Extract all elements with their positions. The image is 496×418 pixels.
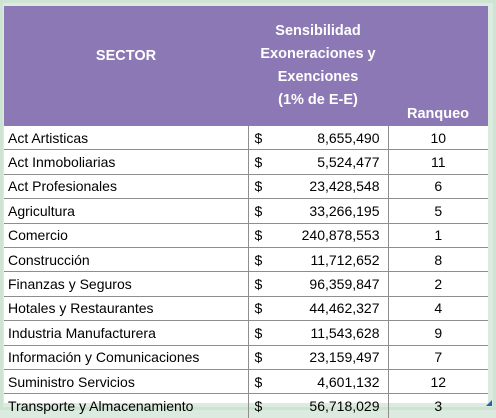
amount-cell: 44,462,327 bbox=[270, 296, 389, 322]
rank-cell: 5 bbox=[388, 198, 488, 224]
sector-sensitivity-table: SECTOR Sensibilidad Exoneraciones y Exen… bbox=[4, 6, 488, 418]
header-sensitivity-line-3: Exenciones bbox=[277, 69, 359, 85]
table-row: Información y Comunicaciones $ 23,159,49… bbox=[4, 345, 488, 370]
table-row: Act Inmoboliarias $ 5,524,477 11 bbox=[4, 149, 488, 175]
rank-cell: 7 bbox=[388, 345, 488, 370]
currency-cell: $ bbox=[248, 174, 270, 200]
sector-cell: Transporte y Almacenamiento bbox=[4, 393, 249, 418]
header-sensitivity-line-2: Exoneraciones y bbox=[260, 46, 376, 62]
sector-cell: Act Inmoboliarias bbox=[4, 149, 249, 175]
table-row: Act Profesionales $ 23,428,548 6 bbox=[4, 174, 488, 200]
header-sensitivity-line-1: Sensibilidad bbox=[275, 23, 361, 39]
sector-cell: Industria Manufacturera bbox=[4, 320, 249, 346]
rank-cell: 8 bbox=[388, 247, 488, 273]
currency-cell: $ bbox=[254, 397, 263, 414]
sector-cell: Información y Comunicaciones bbox=[4, 345, 249, 370]
currency-cell: $ bbox=[248, 198, 270, 224]
header-sector-label: SECTOR bbox=[95, 48, 157, 64]
rank-cell: 9 bbox=[388, 320, 488, 346]
amount-cell: 240,878,553 bbox=[270, 223, 389, 248]
amount-cell: 11,543,628 bbox=[270, 320, 389, 346]
table-row: Finanzas y Seguros $ 96,359,847 2 bbox=[4, 271, 488, 297]
table-row: Hotales y Restaurantes $ 44,462,327 4 bbox=[4, 296, 488, 322]
rank-cell: 12 bbox=[388, 369, 488, 395]
sector-cell: Act Artisticas bbox=[4, 126, 249, 151]
header-rank: Ranqueo bbox=[388, 6, 488, 126]
amount-cell: 8,655,490 bbox=[270, 126, 389, 151]
currency-cell: $ bbox=[248, 296, 270, 322]
header-sensitivity-line-4: (1% de E-E) bbox=[278, 92, 358, 108]
sector-cell: Finanzas y Seguros bbox=[4, 271, 249, 297]
table-body: Act Artisticas $ 8,655,490 10 Act Inmobo… bbox=[4, 126, 488, 418]
rank-cell: 10 bbox=[388, 126, 488, 151]
sector-cell: Construcción bbox=[4, 247, 249, 273]
sector-cell: Comercio bbox=[4, 223, 249, 248]
currency-cell: $ bbox=[248, 149, 270, 175]
rank-cell: 6 bbox=[388, 174, 488, 200]
table-row: Act Artisticas $ 8,655,490 10 bbox=[4, 126, 488, 151]
table-row: Transporte y Almacenamiento $ 56,718,029… bbox=[4, 393, 488, 418]
header-sensitivity: Sensibilidad Exoneraciones y Exenciones … bbox=[248, 6, 388, 126]
table-header-row: SECTOR Sensibilidad Exoneraciones y Exen… bbox=[4, 6, 488, 126]
amount-cell: 96,359,847 bbox=[270, 271, 389, 297]
currency-cell: $ bbox=[248, 369, 270, 395]
rank-cell: 4 bbox=[388, 296, 488, 322]
sector-cell: Suministro Servicios bbox=[4, 369, 249, 395]
sector-cell: Act Profesionales bbox=[4, 174, 249, 200]
rank-cell: 11 bbox=[388, 149, 488, 175]
table-row: Industria Manufacturera $ 11,543,628 9 bbox=[4, 320, 488, 346]
table-row: Comercio $ 240,878,553 1 bbox=[4, 223, 488, 248]
table-row: Construcción $ 11,712,652 8 bbox=[4, 247, 488, 273]
rank-cell: 2 bbox=[388, 271, 488, 297]
header-sector: SECTOR bbox=[4, 6, 248, 126]
currency-cell: $ bbox=[248, 271, 270, 297]
amount-cell: 23,159,497 bbox=[270, 345, 389, 370]
rank-cell: 3 bbox=[434, 397, 443, 414]
amount-cell: 33,266,195 bbox=[270, 198, 389, 224]
amount-cell: 5,524,477 bbox=[270, 149, 389, 175]
table-row: Agricultura $ 33,266,195 5 bbox=[4, 198, 488, 224]
sector-table-container: SECTOR Sensibilidad Exoneraciones y Exen… bbox=[4, 6, 488, 418]
currency-cell: $ bbox=[248, 126, 270, 151]
resize-handle-icon[interactable] bbox=[486, 400, 492, 406]
rank-cell: 1 bbox=[388, 223, 488, 248]
currency-cell: $ bbox=[248, 345, 270, 370]
sector-cell: Agricultura bbox=[4, 198, 249, 224]
amount-cell: 23,428,548 bbox=[270, 174, 389, 200]
currency-cell: $ bbox=[248, 320, 270, 346]
currency-cell: $ bbox=[248, 247, 270, 273]
amount-cell: 56,718,029 bbox=[270, 393, 389, 418]
table-row: Suministro Servicios $ 4,601,132 12 bbox=[4, 369, 488, 395]
amount-cell: 11,712,652 bbox=[270, 247, 389, 273]
currency-cell: $ bbox=[248, 223, 270, 248]
amount-cell: 4,601,132 bbox=[270, 369, 389, 395]
sector-cell: Hotales y Restaurantes bbox=[4, 296, 249, 322]
